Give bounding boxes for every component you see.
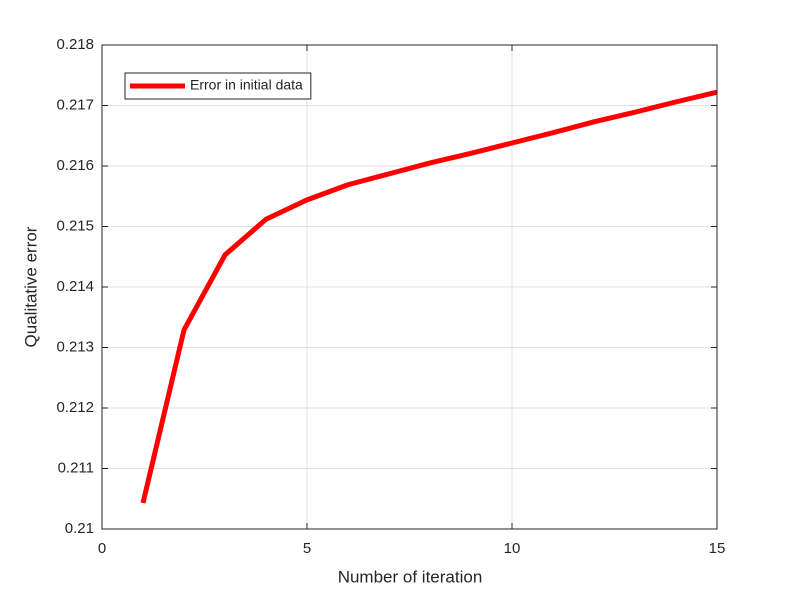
y-tick-label: 0.216 xyxy=(56,157,94,174)
x-tick-label: 10 xyxy=(504,540,521,557)
y-tick-label: 0.214 xyxy=(56,278,94,295)
y-tick-label: 0.212 xyxy=(56,399,94,416)
y-axis-label: Qualitative error xyxy=(21,226,40,347)
y-tick-label: 0.218 xyxy=(56,36,94,53)
x-tick-label: 0 xyxy=(98,540,106,557)
x-axis-label: Number of iteration xyxy=(338,567,483,586)
ticks: 0.21 0.211 0.212 0.213 0.214 0.215 0.216 0.217 0… xyxy=(56,36,725,557)
x-tick-label: 5 xyxy=(303,540,311,557)
x-tick-label: 15 xyxy=(709,540,726,557)
legend: Error in initial data xyxy=(124,72,312,100)
legend-label: Error in initial data xyxy=(190,77,303,93)
plot xyxy=(140,89,718,504)
y-tick-label: 0.215 xyxy=(56,217,94,234)
y-tick-label: 0.217 xyxy=(56,96,94,113)
y-tick-label: 0.213 xyxy=(56,338,94,355)
data-line xyxy=(140,89,718,504)
y-tick-label: 0.211 xyxy=(58,459,94,476)
y-tick-label: 0.21 xyxy=(65,520,94,537)
